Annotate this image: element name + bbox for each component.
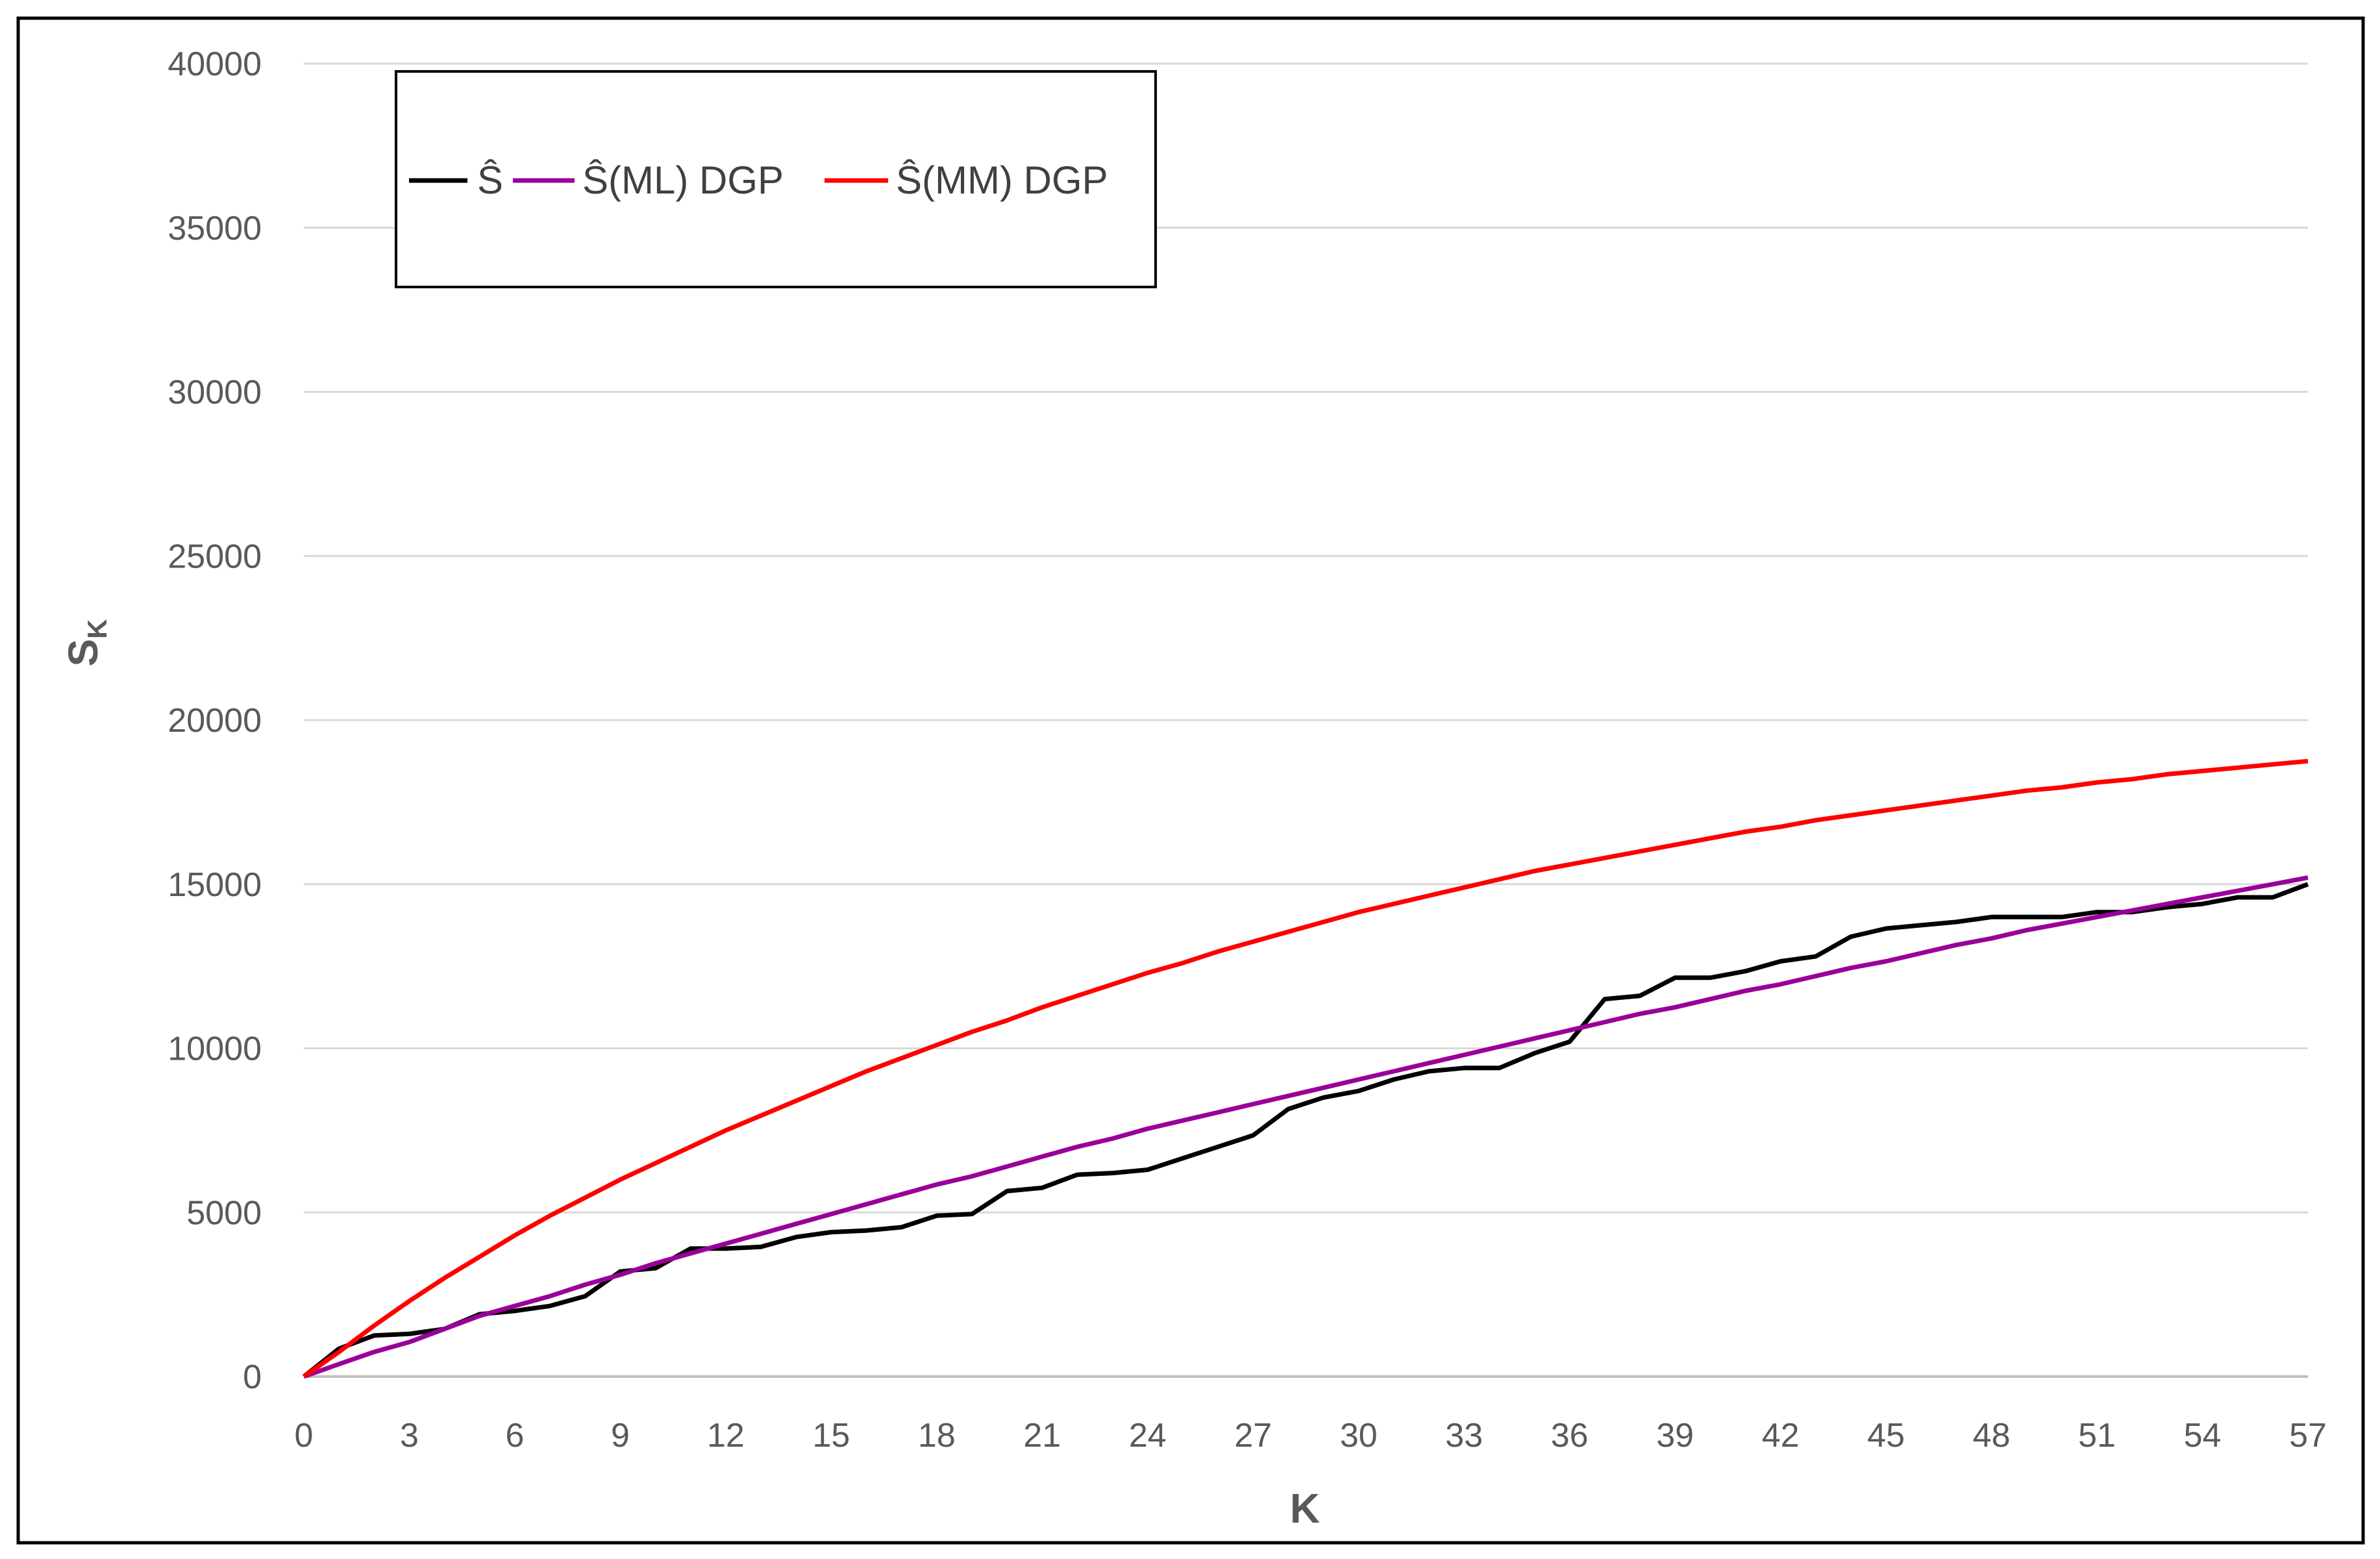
x-tick-label: 12 [707,1417,745,1454]
x-tick-label: 0 [295,1417,314,1454]
x-tick-label: 18 [918,1417,956,1454]
x-tick-label: 33 [1445,1417,1483,1454]
x-tick-label: 21 [1023,1417,1061,1454]
y-tick-label: 15000 [167,866,262,904]
legend: Ŝ Ŝ(ML) DGP Ŝ(MM) DGP [395,70,1157,288]
x-tick-label: 57 [2289,1417,2327,1454]
x-tick-label: 54 [2184,1417,2222,1454]
x-tick-label: 30 [1340,1417,1378,1454]
y-tick-label: 30000 [167,374,262,412]
series-line-2 [302,758,2309,1378]
x-tick-label: 36 [1551,1417,1589,1454]
y-tick-label: 35000 [167,210,262,247]
x-tick-label: 42 [1762,1417,1800,1454]
x-tick-label: 48 [1973,1417,2011,1454]
x-tick-label: 3 [400,1417,419,1454]
x-tick-label: 27 [1234,1417,1272,1454]
legend-label-s-hat: Ŝ [477,158,503,202]
y-axis-title-sub: K [82,619,112,638]
y-tick-label: 20000 [167,702,262,740]
x-tick-label: 45 [1867,1417,1905,1454]
y-axis-title: SK [60,619,112,666]
y-tick-label: 40000 [167,45,262,83]
legend-label-s-hat-mm-dgp: Ŝ(MM) DGP [896,158,1108,202]
chart-border [16,16,2365,1545]
svg-text:SK: SK [60,619,112,666]
x-tick-label: 51 [2078,1417,2116,1454]
x-axis-title: K [1290,1485,1320,1532]
x-tick-label: 9 [611,1417,630,1454]
x-tick-label: 6 [505,1417,524,1454]
legend-label-s-hat-ml-dgp: Ŝ(ML) DGP [582,158,784,202]
gridlines [304,62,2308,1378]
x-tick-label: 15 [812,1417,850,1454]
x-tick-label: 24 [1129,1417,1167,1454]
y-axis-title-main: S [60,639,106,667]
x-tick-label: 39 [1656,1417,1694,1454]
y-tick-label: 5000 [186,1194,262,1232]
series-lines [302,758,2309,1379]
y-tick-label: 25000 [167,538,262,575]
y-tick-label: 10000 [167,1030,262,1068]
series-line-1 [303,875,2309,1379]
tick-labels: 0 5000 10000 15000 20000 25000 30000 35000 40000… [167,45,2327,1454]
y-tick-label: 0 [243,1358,262,1396]
